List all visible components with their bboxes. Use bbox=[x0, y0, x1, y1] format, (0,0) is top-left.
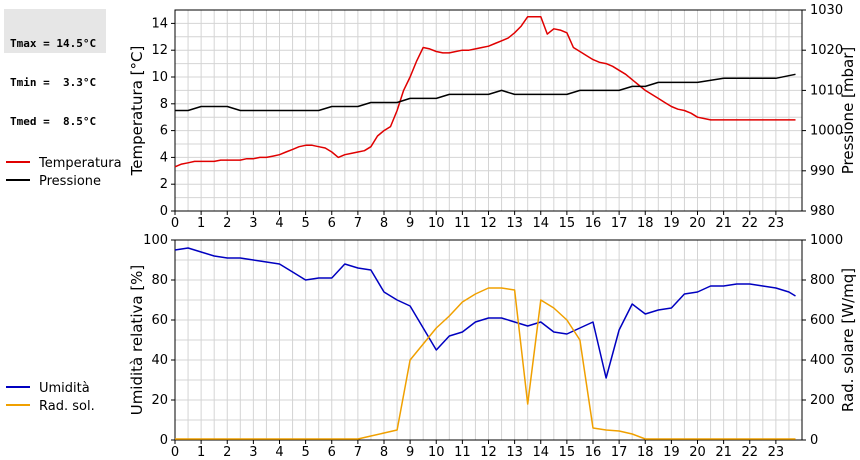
y-tick-label: 0 bbox=[160, 204, 168, 219]
x-tick-label: 10 bbox=[428, 216, 445, 231]
x-tick-label: 14 bbox=[532, 445, 549, 460]
y-tick-label: 80 bbox=[151, 273, 168, 288]
y-tick-label: 14 bbox=[151, 16, 168, 31]
y-axis-title: Umidità relativa [%] bbox=[128, 265, 146, 416]
x-tick-label: 11 bbox=[454, 216, 471, 231]
y2-tick-label: 990 bbox=[810, 164, 835, 179]
y2-tick-label: 0 bbox=[810, 433, 818, 448]
y2-tick-label: 980 bbox=[810, 204, 835, 219]
x-tick-label: 3 bbox=[249, 216, 257, 231]
y-tick-label: 60 bbox=[151, 313, 168, 328]
x-tick-label: 3 bbox=[249, 445, 257, 460]
x-tick-label: 20 bbox=[689, 216, 706, 231]
y-tick-label: 40 bbox=[151, 353, 168, 368]
x-tick-label: 2 bbox=[223, 445, 231, 460]
legend-label: Pressione bbox=[39, 174, 101, 189]
y-tick-label: 2 bbox=[160, 177, 168, 192]
x-tick-label: 22 bbox=[741, 216, 758, 231]
x-tick-label: 0 bbox=[171, 445, 179, 460]
y-tick-label: 20 bbox=[151, 393, 168, 408]
x-tick-label: 16 bbox=[585, 216, 602, 231]
x-tick-label: 5 bbox=[301, 216, 309, 231]
y2-tick-label: 600 bbox=[810, 313, 835, 328]
x-tick-label: 21 bbox=[715, 445, 732, 460]
series-line-0 bbox=[174, 247, 796, 379]
x-tick-label: 16 bbox=[585, 445, 602, 460]
y-tick-label: 8 bbox=[160, 97, 168, 112]
x-tick-label: 18 bbox=[637, 216, 654, 231]
x-tick-label: 5 bbox=[301, 445, 309, 460]
legend-label: Temperatura bbox=[38, 156, 122, 171]
y2-tick-label: 800 bbox=[810, 273, 835, 288]
x-tick-label: 4 bbox=[275, 216, 283, 231]
x-tick-label: 15 bbox=[559, 445, 576, 460]
y-tick-label: 6 bbox=[160, 124, 168, 139]
series-line-0 bbox=[174, 15, 796, 168]
x-tick-label: 23 bbox=[768, 445, 785, 460]
y2-tick-label: 1010 bbox=[810, 83, 843, 98]
stats-tmin: Tmin = 3.3°C bbox=[10, 76, 97, 89]
legend-label: Rad. sol. bbox=[39, 399, 95, 414]
y2-tick-label: 1030 bbox=[810, 3, 843, 18]
stats-tmax: Tmax = 14.5°C bbox=[10, 37, 97, 50]
y2-tick-label: 400 bbox=[810, 353, 835, 368]
x-tick-label: 20 bbox=[689, 445, 706, 460]
x-tick-label: 8 bbox=[380, 445, 388, 460]
y2-tick-label: 1000 bbox=[810, 124, 843, 139]
x-tick-label: 0 bbox=[171, 216, 179, 231]
x-tick-label: 12 bbox=[480, 445, 497, 460]
x-tick-label: 6 bbox=[328, 445, 336, 460]
y-axis-title: Temperatura [°C] bbox=[128, 46, 146, 177]
x-tick-label: 21 bbox=[715, 216, 732, 231]
stats-tmed: Tmed = 8.5°C bbox=[10, 115, 97, 128]
y2-axis-title: Pressione [mbar] bbox=[839, 47, 857, 175]
y-tick-label: 12 bbox=[151, 43, 168, 58]
x-tick-label: 17 bbox=[611, 216, 628, 231]
y-tick-label: 4 bbox=[160, 150, 168, 165]
x-tick-label: 14 bbox=[532, 216, 549, 231]
series-line-1 bbox=[175, 287, 796, 440]
x-tick-label: 10 bbox=[428, 445, 445, 460]
x-tick-label: 18 bbox=[637, 445, 654, 460]
stats-box: Tmax = 14.5°C Tmin = 3.3°C Tmed = 8.5°C bbox=[4, 9, 106, 128]
x-tick-label: 23 bbox=[768, 216, 785, 231]
y-tick-label: 10 bbox=[151, 70, 168, 85]
x-tick-label: 9 bbox=[406, 216, 414, 231]
y-tick-label: 0 bbox=[160, 433, 168, 448]
x-tick-label: 13 bbox=[506, 216, 523, 231]
y-tick-label: 100 bbox=[143, 233, 168, 248]
x-tick-label: 19 bbox=[663, 216, 680, 231]
x-tick-label: 11 bbox=[454, 445, 471, 460]
x-tick-label: 13 bbox=[506, 445, 523, 460]
x-tick-label: 1 bbox=[197, 445, 205, 460]
y2-tick-label: 1020 bbox=[810, 43, 843, 58]
x-tick-label: 4 bbox=[275, 445, 283, 460]
x-tick-label: 1 bbox=[197, 216, 205, 231]
x-tick-label: 7 bbox=[354, 216, 362, 231]
x-tick-label: 12 bbox=[480, 216, 497, 231]
y2-tick-label: 200 bbox=[810, 393, 835, 408]
x-tick-label: 9 bbox=[406, 445, 414, 460]
x-tick-label: 2 bbox=[223, 216, 231, 231]
x-tick-label: 6 bbox=[328, 216, 336, 231]
x-tick-label: 7 bbox=[354, 445, 362, 460]
x-tick-label: 19 bbox=[663, 445, 680, 460]
series-line-1 bbox=[175, 73, 796, 112]
x-tick-label: 15 bbox=[559, 216, 576, 231]
x-tick-label: 22 bbox=[741, 445, 758, 460]
y2-tick-label: 1000 bbox=[810, 233, 843, 248]
x-tick-label: 17 bbox=[611, 445, 628, 460]
legend-label: Umidità bbox=[39, 381, 90, 396]
y2-axis-title: Rad. solare [W/mq] bbox=[839, 268, 857, 412]
x-tick-label: 8 bbox=[380, 216, 388, 231]
